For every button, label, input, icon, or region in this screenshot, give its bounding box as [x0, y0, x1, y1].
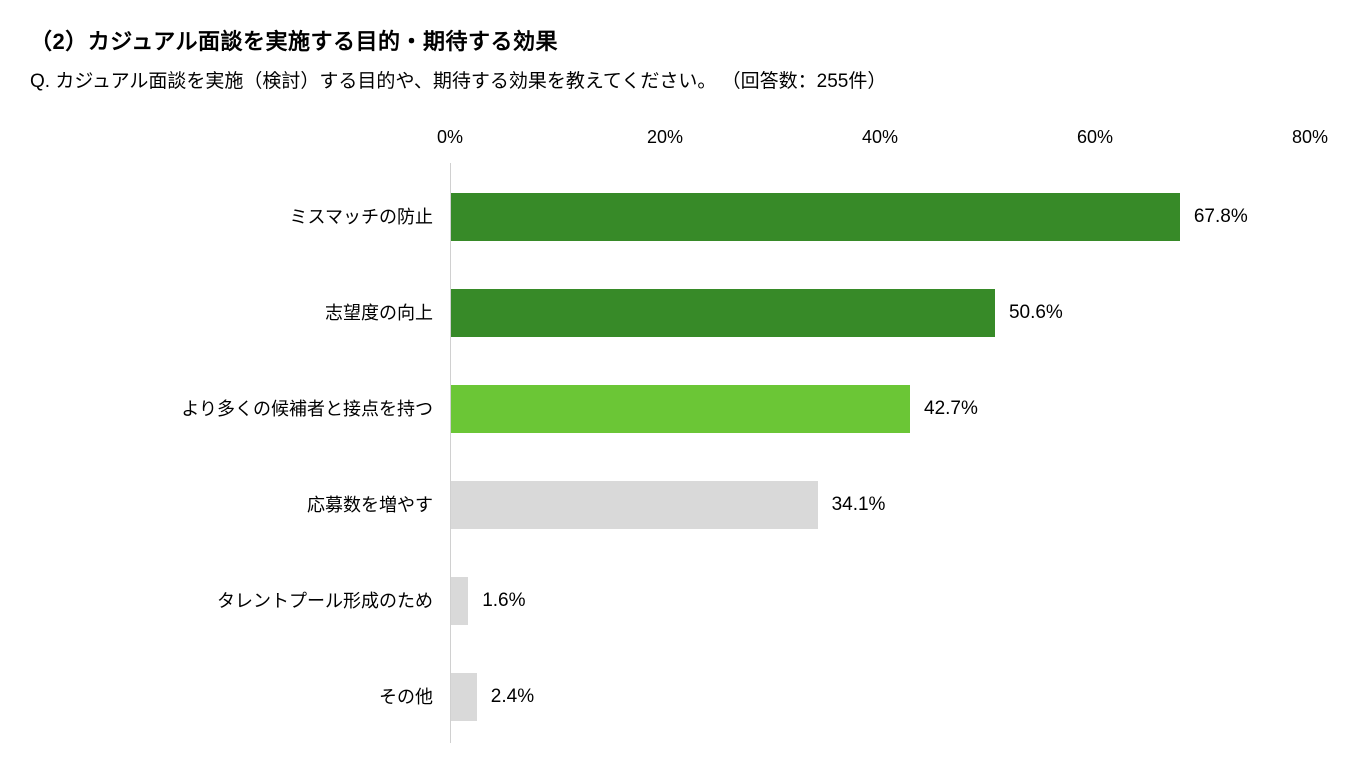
survey-question: Q. カジュアル面談を実施（検討）する目的や、期待する効果を教えてください。 （…	[30, 66, 1330, 93]
bar-category-label: その他	[379, 673, 451, 721]
x-axis-labels: 0%20%40%60%80%	[30, 127, 1310, 151]
bar: 50.6%	[451, 289, 995, 337]
section-heading: （2）カジュアル面談を実施する目的・期待する効果	[30, 24, 1330, 56]
bar: 67.8%	[451, 193, 1180, 241]
bar-value-label: 2.4%	[477, 673, 534, 721]
bar-row: 志望度の向上50.6%	[451, 289, 1310, 337]
plot-area: ミスマッチの防止67.8% 志望度の向上50.6% より多くの候補者と接点を持つ42…	[450, 163, 1310, 743]
bar: 34.1%	[451, 481, 818, 529]
x-axis-tick-label: 80%	[1292, 127, 1328, 148]
bar-category-label: ミスマッチの防止	[290, 193, 451, 241]
x-axis-tick-label: 0%	[437, 127, 463, 148]
bar-value-label: 50.6%	[995, 289, 1063, 337]
bar-value-label: 67.8%	[1180, 193, 1248, 241]
bar-category-label: 応募数を増やす	[307, 481, 451, 529]
bar-row: タレントプール形成のため1.6%	[451, 577, 1310, 625]
bar-value-label: 34.1%	[818, 481, 886, 529]
x-axis-tick-label: 20%	[647, 127, 683, 148]
x-axis-tick-label: 60%	[1077, 127, 1113, 148]
x-axis-tick-label: 40%	[862, 127, 898, 148]
bar-category-label: より多くの候補者と接点を持つ	[181, 385, 451, 433]
bar-value-label: 42.7%	[910, 385, 978, 433]
bar-row: より多くの候補者と接点を持つ42.7%	[451, 385, 1310, 433]
bar-row: 応募数を増やす34.1%	[451, 481, 1310, 529]
bar: 1.6%	[451, 577, 468, 625]
bar-value-label: 1.6%	[468, 577, 525, 625]
horizontal-bar-chart: 0%20%40%60%80% ミスマッチの防止67.8%志望度の向上50.6%よ…	[30, 127, 1310, 757]
bar-category-label: 志望度の向上	[325, 289, 451, 337]
bar-row: その他2.4%	[451, 673, 1310, 721]
bar: 42.7%	[451, 385, 910, 433]
bar-row: ミスマッチの防止67.8%	[451, 193, 1310, 241]
bar: 2.4%	[451, 673, 477, 721]
bar-category-label: タレントプール形成のため	[217, 577, 451, 625]
chart-container: 0%20%40%60%80% ミスマッチの防止67.8%志望度の向上50.6%よ…	[30, 127, 1310, 757]
